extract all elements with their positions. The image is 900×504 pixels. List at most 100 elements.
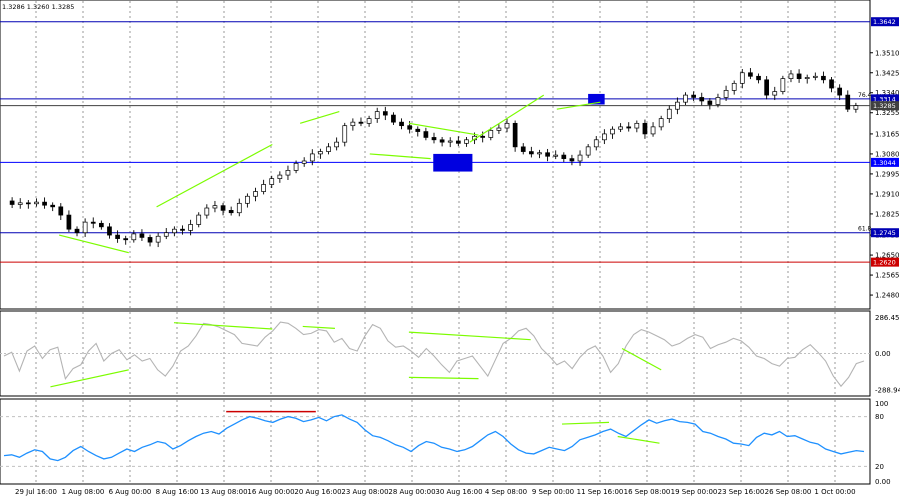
- candle-body: [326, 146, 331, 152]
- price-zone: [433, 153, 473, 172]
- time-tick-label: 1 Aug 08:00: [62, 488, 105, 496]
- time-tick-label: 8 Aug 16:00: [156, 488, 199, 496]
- price-tick-label: 1.3340: [875, 89, 900, 97]
- divergence-line: [621, 347, 662, 371]
- time-tick-label: 6 Aug 00:00: [109, 488, 152, 496]
- candle-body: [99, 222, 104, 228]
- candle-body: [269, 178, 275, 185]
- level-tag: [871, 17, 899, 27]
- level-tag-label: 1.2745: [873, 229, 896, 237]
- candle-body: [715, 97, 721, 105]
- candle-body: [318, 151, 323, 155]
- level-tag: [871, 257, 899, 267]
- oscillator-tick-label: 286.455: [875, 314, 900, 322]
- level-tag: [871, 94, 899, 104]
- candle-body: [480, 135, 486, 138]
- time-tick-label: 13 Aug 08:00: [200, 488, 247, 496]
- candle-body: [407, 125, 413, 130]
- candle-body: [756, 75, 761, 81]
- time-tick-label: 1 Oct 00:00: [814, 488, 855, 496]
- rsi-panel-frame: [0, 398, 871, 485]
- time-tick-label: 30 Aug 16:00: [435, 488, 482, 496]
- candle-body: [634, 122, 640, 129]
- trend-line: [408, 122, 479, 136]
- candle-body: [66, 214, 72, 230]
- price-tick-label: 1.3080: [875, 150, 900, 158]
- candle-body: [423, 131, 429, 138]
- divergence-line: [302, 325, 335, 329]
- candle-body: [691, 94, 696, 98]
- candle-body: [675, 101, 680, 110]
- candle-body: [504, 122, 510, 129]
- candle-body: [626, 126, 632, 129]
- candle-body: [602, 133, 607, 141]
- candle-body: [512, 122, 518, 148]
- candle-body: [569, 158, 575, 162]
- time-tick-label: 23 Sep 16:00: [718, 488, 765, 496]
- candle-body: [277, 174, 283, 179]
- candle-body: [342, 125, 348, 143]
- candle-body: [610, 128, 615, 135]
- candle-body: [82, 221, 88, 234]
- candle-body: [399, 121, 404, 127]
- price-tick-label: 1.3510: [875, 49, 900, 57]
- trend-line: [59, 234, 129, 254]
- candle-body: [561, 154, 567, 159]
- time-tick-label: 4 Sep 08:00: [485, 488, 527, 496]
- candle-body: [464, 139, 469, 144]
- oscillator-tick-label: -288.943: [875, 386, 900, 394]
- candle-body: [220, 205, 226, 211]
- oscillator-panel-frame: [0, 310, 871, 397]
- price-tick-label: 1.2825: [875, 210, 900, 218]
- candle-body: [812, 75, 818, 78]
- candle-body: [739, 72, 745, 84]
- candle-body: [334, 141, 339, 148]
- candle-body: [285, 170, 291, 176]
- trend-line: [369, 153, 431, 160]
- candle-body: [780, 78, 786, 92]
- level-tag-label: 1.3044: [873, 159, 896, 167]
- time-axis: 29 Jul 16:00 1 Aug 08:00 6 Aug 00:00 8 Aug …: [15, 488, 856, 496]
- candle-body: [683, 94, 688, 103]
- trend-line: [299, 110, 340, 124]
- candle-body: [707, 100, 713, 105]
- level-tag-label: 1.3285: [873, 102, 896, 110]
- candle-body: [90, 221, 96, 224]
- oscillator-tick-label: 0.00: [875, 350, 891, 358]
- price-levels: 76.4 61.8: [0, 21, 872, 263]
- price-tick-label: 1.2995: [875, 170, 900, 178]
- candle-body: [163, 232, 169, 237]
- level-tag: [871, 157, 899, 167]
- time-tick-label: 16 Sep 08:00: [624, 488, 671, 496]
- level-tag-label: 1.3642: [873, 18, 896, 26]
- candle-body: [699, 97, 705, 102]
- candle-body: [58, 206, 64, 216]
- candle-body: [415, 128, 421, 132]
- candle-body: [577, 154, 583, 162]
- candle-body: [350, 121, 356, 127]
- candle-body: [74, 228, 80, 234]
- trend-lines: [59, 94, 601, 254]
- candle-body: [731, 82, 737, 91]
- price-tick-label: 1.3165: [875, 130, 900, 138]
- candle-body: [545, 152, 550, 157]
- candle-body: [821, 75, 826, 81]
- candle-body: [301, 160, 307, 164]
- candle-body: [496, 127, 502, 131]
- candle-body: [748, 72, 753, 77]
- price-tick-label: 1.2565: [875, 272, 900, 280]
- oscillator-line: [3, 321, 865, 388]
- trend-line: [469, 94, 545, 143]
- time-tick-label: 11 Sep 16:00: [577, 488, 624, 496]
- candle-body: [204, 207, 210, 216]
- rsi-tick-label: 20: [875, 463, 884, 471]
- time-tick-label: 19 Sep 00:00: [671, 488, 718, 496]
- candle-body: [261, 184, 266, 192]
- candle-body: [666, 108, 672, 119]
- candle-body: [772, 91, 778, 96]
- candle-body: [804, 77, 810, 79]
- candle-body: [853, 105, 859, 110]
- divergence-line: [408, 331, 531, 341]
- candle-body: [553, 154, 559, 157]
